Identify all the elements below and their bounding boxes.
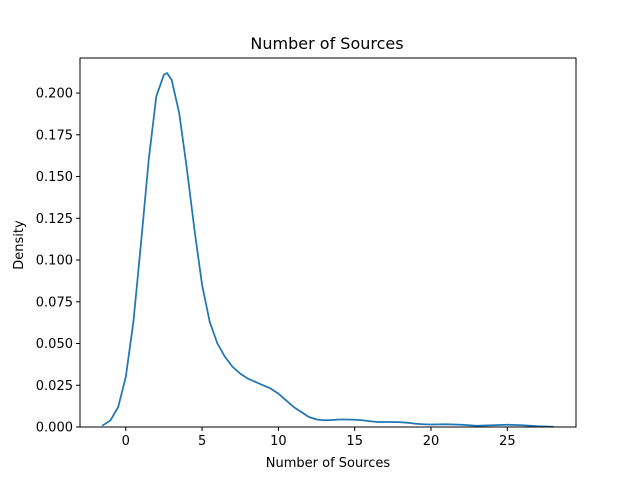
x-tick-label: 0 — [122, 434, 130, 449]
x-tick-label: 25 — [499, 434, 516, 449]
x-tick-label: 15 — [346, 434, 363, 449]
x-tick-label: 20 — [423, 434, 440, 449]
x-tick-label: 10 — [270, 434, 287, 449]
y-tick-label: 0.075 — [36, 295, 73, 310]
y-tick-label: 0.100 — [36, 254, 73, 269]
x-tick-label: 5 — [198, 434, 206, 449]
y-axis-title: Density — [12, 220, 27, 270]
y-tick-label: 0.150 — [36, 170, 73, 185]
y-tick-label: 0.000 — [36, 421, 73, 436]
x-axis-title: Number of Sources — [266, 456, 391, 471]
y-tick-label: 0.200 — [36, 87, 73, 102]
y-tick-label: 0.175 — [36, 128, 73, 143]
y-tick-label: 0.125 — [36, 212, 73, 227]
y-tick-label: 0.025 — [36, 379, 73, 394]
axes-frame — [79, 57, 577, 428]
chart-title: Number of Sources — [250, 34, 403, 53]
plot-area: 0 5 10 15 20 25 0.000 0.025 0.050 0.075 0.100 0.125… — [36, 57, 577, 449]
y-tick-label: 0.050 — [36, 337, 73, 352]
series-line-0 — [102, 72, 554, 428]
